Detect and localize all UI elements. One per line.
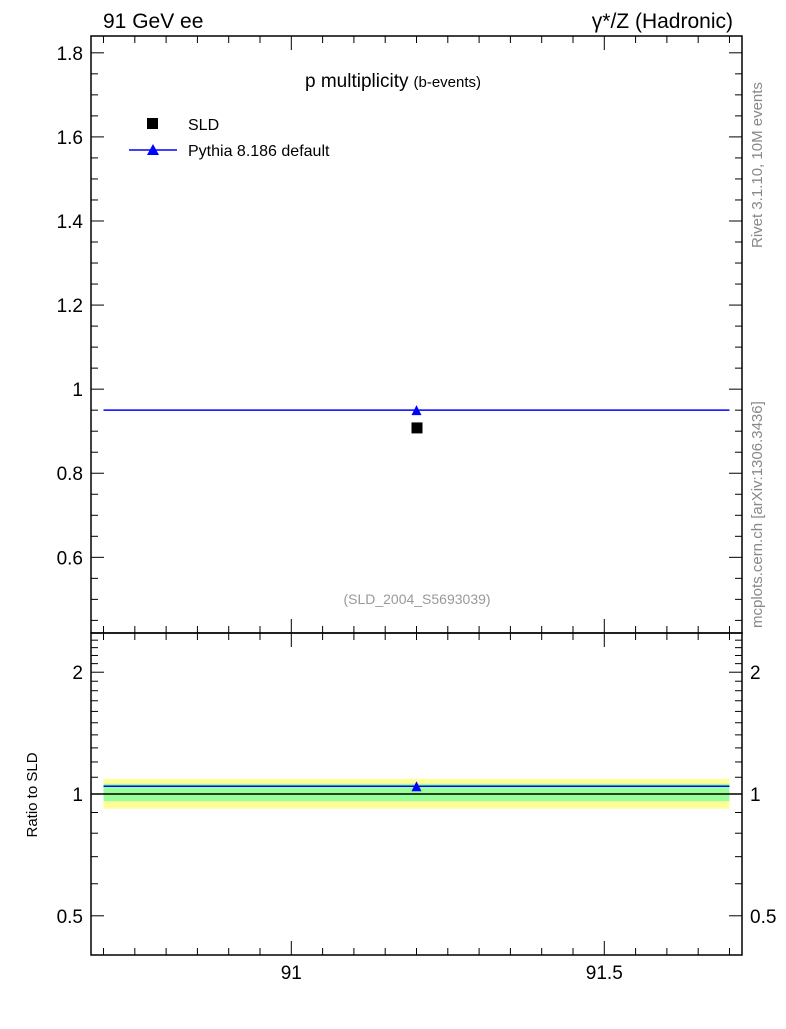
ratio-y-tick-label: 1 <box>72 785 83 806</box>
pythia-ratio-point <box>411 781 422 792</box>
y-tick-label: 1.4 <box>57 212 84 233</box>
rivet-label: Rivet 3.1.10, 10M events <box>749 82 766 248</box>
y-tick-label: 1.8 <box>57 44 83 65</box>
ratio-y-tick-label: 0.5 <box>57 907 83 928</box>
ratio-band-1sigma <box>103 783 730 802</box>
ratio-y-tick-label-right: 1 <box>750 785 761 806</box>
chart-title: p multiplicity (b-events) <box>305 71 481 92</box>
x-tick-label: 91 <box>281 963 302 984</box>
x-tick-label: 91.5 <box>586 963 623 984</box>
mcplots-label: mcplots.cern.ch [arXiv:1306.3436] <box>749 401 766 628</box>
y-tick-label: 0.6 <box>57 548 83 569</box>
legend-sld-marker <box>147 118 158 129</box>
ratio-y-tick-label-right: 0.5 <box>750 907 776 928</box>
ratio-ylabel: Ratio to SLD <box>24 752 41 837</box>
ratio-y-tick-label: 2 <box>72 663 83 684</box>
ratio-y-tick-label-right: 2 <box>750 663 761 684</box>
legend-pythia-label: Pythia 8.186 default <box>188 143 330 160</box>
legend-pythia-marker <box>147 144 159 155</box>
y-tick-label: 0.8 <box>57 464 83 485</box>
header-left: 91 GeV ee <box>103 10 203 33</box>
sld-data-point <box>411 422 423 434</box>
y-tick-label: 1.2 <box>57 296 83 317</box>
pythia-data-point <box>411 405 422 416</box>
y-tick-label: 1.6 <box>57 128 83 149</box>
header-right: γ*/Z (Hadronic) <box>592 10 733 33</box>
legend-sld-label: SLD <box>188 117 219 134</box>
y-tick-label: 1 <box>72 380 83 401</box>
analysis-watermark: (SLD_2004_S5693039) <box>343 591 490 607</box>
